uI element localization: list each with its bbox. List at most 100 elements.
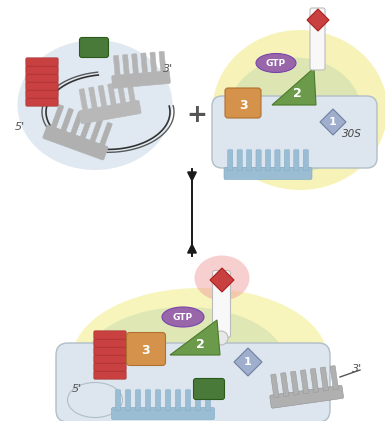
Text: 3: 3 [239,99,247,112]
FancyBboxPatch shape [213,271,231,338]
FancyBboxPatch shape [330,365,338,389]
FancyBboxPatch shape [206,390,211,411]
FancyBboxPatch shape [98,85,107,110]
FancyBboxPatch shape [94,331,126,339]
FancyBboxPatch shape [150,52,157,75]
Ellipse shape [213,30,385,190]
FancyBboxPatch shape [112,71,170,88]
FancyBboxPatch shape [166,390,171,411]
FancyBboxPatch shape [50,104,64,131]
Polygon shape [170,320,220,355]
Text: 2: 2 [293,86,301,99]
FancyBboxPatch shape [26,82,58,90]
Ellipse shape [256,53,296,72]
Ellipse shape [67,383,122,418]
FancyBboxPatch shape [141,53,148,76]
FancyBboxPatch shape [79,115,93,141]
Text: 30S: 30S [342,129,362,139]
Text: 1: 1 [244,357,252,367]
FancyBboxPatch shape [122,54,130,78]
FancyBboxPatch shape [275,150,280,171]
FancyBboxPatch shape [176,390,181,411]
FancyBboxPatch shape [291,371,299,395]
FancyBboxPatch shape [320,367,328,391]
FancyBboxPatch shape [136,390,141,411]
Ellipse shape [72,288,328,421]
FancyBboxPatch shape [94,339,126,347]
FancyBboxPatch shape [284,150,290,171]
FancyBboxPatch shape [79,100,141,124]
FancyBboxPatch shape [237,150,242,171]
Text: 5': 5' [72,384,82,394]
FancyBboxPatch shape [212,96,377,168]
Ellipse shape [214,331,228,345]
FancyBboxPatch shape [225,88,261,118]
Polygon shape [320,109,346,135]
Text: 1: 1 [329,117,337,127]
FancyBboxPatch shape [89,87,98,112]
FancyBboxPatch shape [108,83,117,108]
FancyBboxPatch shape [112,408,214,419]
FancyBboxPatch shape [94,363,126,371]
Polygon shape [210,268,234,292]
FancyBboxPatch shape [300,370,309,394]
FancyBboxPatch shape [26,98,58,106]
FancyBboxPatch shape [126,390,131,411]
FancyBboxPatch shape [265,150,271,171]
Text: GTP: GTP [266,59,286,67]
FancyBboxPatch shape [26,90,58,98]
FancyBboxPatch shape [116,390,121,411]
FancyBboxPatch shape [281,373,289,397]
FancyBboxPatch shape [194,378,224,400]
FancyBboxPatch shape [310,8,325,70]
Text: 5': 5' [15,122,25,132]
FancyBboxPatch shape [159,51,166,75]
FancyBboxPatch shape [228,150,233,171]
FancyBboxPatch shape [186,390,191,411]
FancyBboxPatch shape [94,371,126,379]
FancyBboxPatch shape [310,368,318,392]
FancyBboxPatch shape [94,355,126,363]
FancyBboxPatch shape [270,385,343,408]
FancyBboxPatch shape [60,108,74,134]
Ellipse shape [85,307,285,417]
FancyBboxPatch shape [132,53,139,77]
Text: 3': 3' [163,64,173,74]
FancyBboxPatch shape [196,390,201,411]
FancyBboxPatch shape [56,343,330,421]
FancyBboxPatch shape [156,390,161,411]
FancyBboxPatch shape [26,66,58,74]
FancyBboxPatch shape [79,37,109,58]
FancyBboxPatch shape [26,74,58,82]
Text: +: + [187,103,208,127]
Polygon shape [272,68,316,105]
Ellipse shape [17,40,172,170]
FancyBboxPatch shape [246,150,252,171]
FancyBboxPatch shape [127,333,166,365]
FancyBboxPatch shape [127,80,136,105]
FancyBboxPatch shape [70,112,83,138]
FancyBboxPatch shape [43,125,108,160]
FancyBboxPatch shape [113,55,121,79]
FancyBboxPatch shape [26,58,58,66]
FancyBboxPatch shape [89,119,102,145]
Text: GTP: GTP [173,312,193,322]
FancyBboxPatch shape [99,122,112,148]
FancyBboxPatch shape [146,390,151,411]
Polygon shape [234,348,262,376]
Text: 3': 3' [352,364,362,374]
FancyBboxPatch shape [117,82,126,107]
FancyBboxPatch shape [303,150,308,171]
FancyBboxPatch shape [94,347,126,355]
FancyBboxPatch shape [79,88,88,113]
FancyBboxPatch shape [256,150,261,171]
FancyBboxPatch shape [294,150,299,171]
Ellipse shape [194,256,249,301]
Text: 2: 2 [196,338,204,351]
Ellipse shape [228,58,363,173]
FancyBboxPatch shape [271,374,279,398]
FancyBboxPatch shape [224,168,312,179]
Polygon shape [307,9,329,31]
Ellipse shape [162,307,204,327]
Text: 3: 3 [142,344,150,357]
